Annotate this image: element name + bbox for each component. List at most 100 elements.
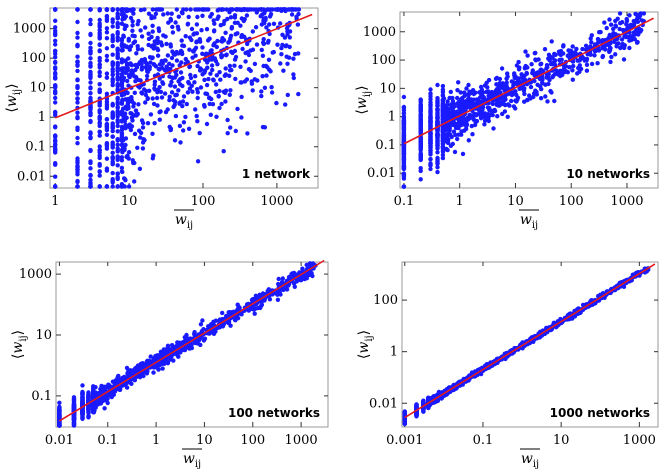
data-point	[490, 101, 495, 107]
data-point	[505, 114, 510, 120]
data-point	[53, 60, 58, 65]
y-axis-label: ⟨wij⟩	[354, 85, 373, 114]
data-point	[255, 295, 261, 300]
data-point	[131, 11, 136, 16]
data-point	[145, 96, 150, 102]
data-point	[185, 22, 190, 27]
data-point	[484, 89, 489, 95]
data-point	[259, 47, 264, 53]
data-point	[209, 57, 214, 62]
data-point	[233, 76, 238, 82]
data-point	[418, 121, 423, 127]
data-point	[621, 45, 627, 51]
data-point	[206, 7, 211, 12]
data-point	[570, 77, 575, 82]
data-point	[219, 53, 224, 58]
data-point	[414, 412, 419, 418]
data-point	[189, 37, 194, 43]
data-point	[401, 176, 407, 181]
data-point	[565, 70, 570, 75]
data-point	[141, 137, 146, 142]
data-point	[126, 96, 131, 102]
data-point	[552, 98, 557, 104]
data-point	[75, 77, 80, 82]
data-point	[169, 346, 175, 352]
data-point	[195, 95, 200, 101]
data-point	[160, 366, 165, 371]
data-point	[634, 17, 640, 22]
data-point	[607, 47, 612, 52]
data-point	[502, 109, 508, 114]
data-point	[125, 78, 130, 84]
data-point	[428, 134, 433, 140]
data-point	[441, 147, 447, 152]
data-point	[115, 31, 120, 37]
data-point	[134, 51, 139, 56]
data-point	[440, 141, 446, 146]
data-point	[229, 49, 234, 54]
data-point	[168, 18, 174, 23]
data-point	[227, 73, 232, 79]
data-point	[446, 131, 451, 136]
data-point	[88, 184, 93, 189]
data-point	[245, 131, 250, 136]
data-point	[279, 45, 284, 51]
data-point	[292, 51, 298, 57]
data-point	[208, 112, 213, 118]
data-point	[132, 90, 137, 96]
data-point	[207, 101, 212, 107]
data-point	[214, 73, 219, 78]
data-point	[124, 365, 130, 371]
data-point	[151, 46, 156, 51]
data-point	[513, 98, 518, 103]
data-point	[199, 28, 204, 33]
data-point	[110, 66, 115, 72]
data-point	[205, 38, 211, 43]
data-point	[53, 42, 58, 47]
data-point	[53, 7, 58, 12]
data-point	[246, 67, 252, 72]
data-point	[75, 135, 80, 141]
data-point	[284, 54, 289, 59]
data-point	[232, 48, 238, 54]
data-point	[53, 65, 58, 70]
data-point	[198, 85, 204, 90]
data-point	[265, 65, 270, 70]
data-point	[214, 82, 219, 87]
data-point	[213, 318, 219, 323]
data-point	[232, 15, 238, 20]
data-point	[120, 150, 125, 155]
data-point	[75, 127, 80, 133]
data-point	[53, 184, 58, 189]
data-point	[110, 128, 115, 134]
data-point	[607, 32, 612, 38]
data-point	[222, 73, 227, 79]
data-point	[165, 361, 170, 366]
data-point	[282, 35, 288, 40]
data-point	[627, 45, 632, 51]
data-point	[549, 90, 554, 95]
x-tick-label: 1000	[260, 194, 293, 209]
data-point	[156, 28, 162, 34]
data-point	[97, 103, 102, 108]
data-point	[184, 7, 189, 12]
data-point	[259, 7, 265, 12]
data-point	[457, 106, 463, 112]
data-point	[592, 42, 598, 47]
x-tick-label: 0.1	[97, 433, 118, 448]
plot-frame	[399, 11, 659, 189]
data-point	[435, 155, 440, 161]
data-point	[440, 133, 446, 138]
data-point	[238, 23, 243, 28]
data-point	[627, 13, 632, 18]
data-point	[235, 302, 240, 307]
data-point	[193, 74, 198, 79]
data-point	[170, 24, 175, 30]
data-point	[195, 14, 200, 20]
y-tick-label: 1	[38, 110, 46, 125]
data-point	[304, 262, 309, 268]
data-point	[97, 70, 102, 75]
data-point	[445, 147, 450, 153]
data-point	[296, 91, 301, 97]
data-point	[121, 115, 127, 120]
